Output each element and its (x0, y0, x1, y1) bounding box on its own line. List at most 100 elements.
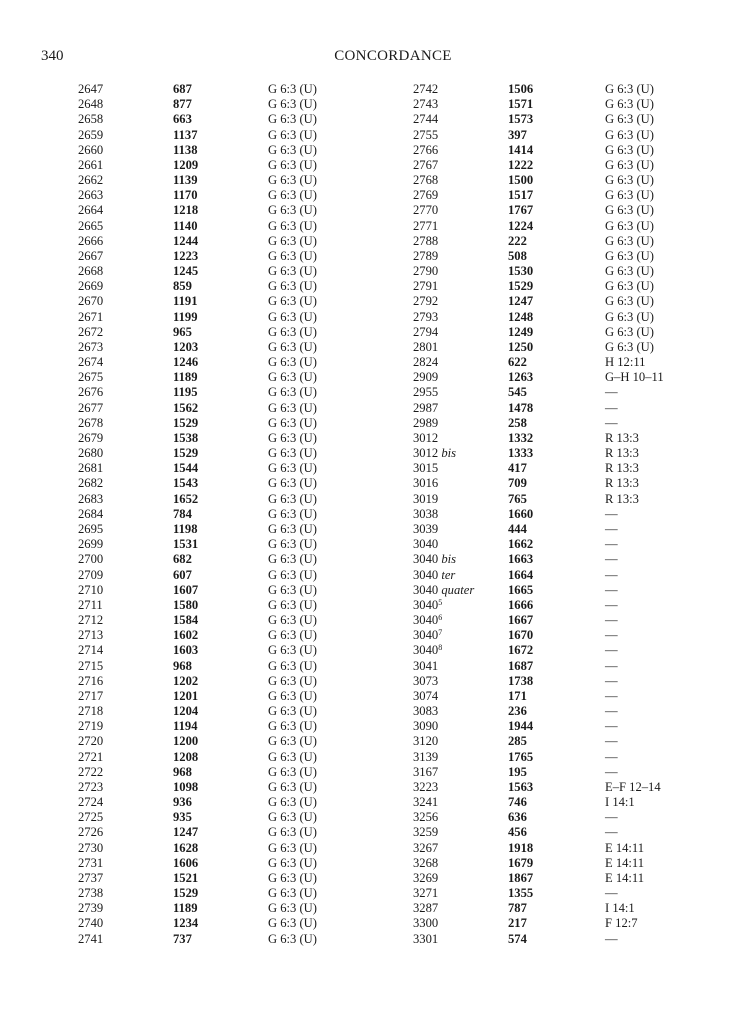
location-reference: G 6:3 (U) (268, 218, 317, 233)
location-reference: G 6:3 (U) (268, 400, 317, 415)
entry-number: 2824 (413, 355, 438, 370)
entry-number: 2709 (78, 568, 103, 583)
entry-number-value: 2730 (78, 840, 104, 855)
catalogue-number: 935 (173, 810, 192, 825)
catalogue-number: 1603 (173, 643, 199, 658)
location-reference: — (605, 385, 618, 400)
catalogue-number: 1246 (173, 355, 199, 370)
entry-number-value: 2791 (413, 279, 439, 294)
entry-number-value: 2987 (413, 400, 439, 415)
entry-number: 2770 (413, 203, 438, 218)
location-reference: E 14:11 (605, 840, 645, 855)
entry-number: 2673 (78, 340, 103, 355)
entry-number-value: 2679 (78, 430, 104, 445)
catalogue-number: 1584 (173, 613, 199, 628)
location-reference: — (605, 552, 618, 567)
entry-number-value: 2770 (413, 203, 439, 218)
location-reference: E 14:11 (605, 855, 645, 870)
location-reference: G 6:3 (U) (268, 173, 317, 188)
catalogue-number: 1098 (173, 779, 199, 794)
location-reference: G 6:3 (U) (268, 233, 317, 248)
location-reference: G 6:3 (U) (268, 719, 317, 734)
entry-number-value: 2668 (78, 264, 104, 279)
entry-number-value: 3038 (413, 506, 439, 521)
catalogue-number: 936 (173, 795, 192, 810)
location-reference: G 6:3 (U) (268, 688, 317, 703)
entry-number-value: 3083 (413, 704, 439, 719)
entry-number: 2725 (78, 810, 103, 825)
catalogue-number: 1191 (173, 294, 198, 309)
location-reference: G 6:3 (U) (268, 506, 317, 521)
catalogue-number: 1139 (173, 173, 198, 188)
entry-number-value: 2683 (78, 491, 104, 506)
entry-number: 3038 (413, 507, 438, 522)
entry-number: 2718 (78, 704, 103, 719)
location-reference: — (605, 415, 618, 430)
catalogue-number: 1189 (173, 901, 198, 916)
entry-number: 2731 (78, 856, 103, 871)
entry-number: 3083 (413, 704, 438, 719)
entry-number-value: 2714 (78, 643, 104, 658)
location-reference: G 6:3 (U) (605, 188, 654, 203)
catalogue-number: 1208 (173, 749, 199, 764)
entry-number: 2989 (413, 416, 438, 431)
location-reference: — (605, 582, 618, 597)
entry-number: 2668 (78, 264, 103, 279)
entry-number-value: 2721 (78, 749, 104, 764)
location-reference: — (605, 825, 618, 840)
catalogue-number: 1602 (173, 628, 199, 643)
location-reference: G 6:3 (U) (268, 355, 317, 370)
entry-number: 3012 bis (413, 446, 456, 461)
entry-number: 2744 (413, 112, 438, 127)
entry-number-value: 3268 (413, 855, 439, 870)
entry-number-value: 2699 (78, 537, 104, 552)
entry-number-value: 3012 (413, 430, 439, 445)
location-reference: G 6:3 (U) (268, 916, 317, 931)
catalogue-number: 1529 (173, 415, 199, 430)
catalogue-number: 636 (508, 810, 527, 825)
location-reference: G 6:3 (U) (268, 643, 317, 658)
entry-number: 3015 (413, 461, 438, 476)
catalogue-number: 1140 (173, 218, 198, 233)
entry-number: 2664 (78, 203, 103, 218)
entry-number-value: 3271 (413, 886, 439, 901)
entry-number: 2715 (78, 659, 103, 674)
location-reference: — (605, 673, 618, 688)
entry-number: 3041 (413, 659, 438, 674)
entry-number: 3040 bis (413, 552, 456, 567)
entry-number: 2789 (413, 249, 438, 264)
location-reference: G 6:3 (U) (268, 825, 317, 840)
entry-suffix: ter (441, 567, 456, 582)
location-reference: G 6:3 (U) (268, 582, 317, 597)
catalogue-number: 1562 (173, 400, 199, 415)
location-reference: G 6:3 (U) (268, 491, 317, 506)
entry-number-value: 2713 (78, 628, 104, 643)
catalogue-number: 1478 (508, 400, 534, 415)
entry-number: 2790 (413, 264, 438, 279)
entry-number-value: 3301 (413, 931, 439, 946)
location-reference: G 6:3 (U) (268, 415, 317, 430)
entry-number: 2738 (78, 886, 103, 901)
catalogue-number: 285 (508, 734, 527, 749)
entry-number-value: 2743 (413, 97, 439, 112)
location-reference: G 6:3 (U) (268, 795, 317, 810)
location-reference: G 6:3 (U) (268, 476, 317, 491)
entry-number: 30407 (413, 628, 442, 643)
catalogue-number: 1529 (508, 279, 534, 294)
catalogue-number: 1202 (173, 673, 199, 688)
entry-number: 2726 (78, 825, 103, 840)
entry-number-value: 3074 (413, 688, 439, 703)
entry-number-value: 2660 (78, 142, 104, 157)
catalogue-number: 1506 (508, 82, 534, 96)
entry-number: 30406 (413, 613, 442, 628)
entry-number-value: 2674 (78, 355, 104, 370)
entry-number-value: 2659 (78, 127, 104, 142)
entry-number-value: 3019 (413, 491, 439, 506)
entry-number: 2741 (78, 932, 103, 947)
entry-number-value: 3040 (413, 628, 439, 643)
entry-number-value: 3300 (413, 916, 439, 931)
entry-number-value: 2715 (78, 658, 104, 673)
entry-number: 2730 (78, 841, 103, 856)
location-reference: G 6:3 (U) (605, 309, 654, 324)
entry-number: 2647 (78, 82, 103, 97)
